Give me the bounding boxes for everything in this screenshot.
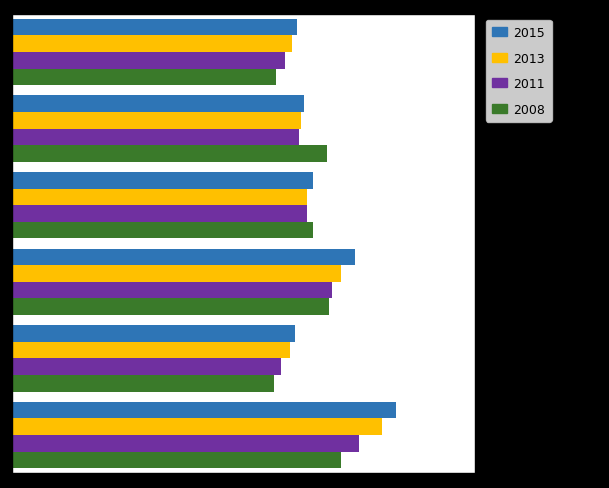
Bar <box>12 20 297 36</box>
Bar <box>12 173 313 189</box>
Bar <box>12 282 331 299</box>
Bar <box>12 206 306 223</box>
Bar <box>12 249 354 265</box>
Bar <box>12 53 285 69</box>
Bar <box>12 129 299 146</box>
Bar <box>12 299 329 315</box>
Bar <box>12 223 313 239</box>
Bar <box>12 419 382 435</box>
Bar <box>12 265 341 282</box>
Bar <box>12 36 292 53</box>
Bar <box>12 325 295 342</box>
Bar <box>12 96 304 113</box>
Bar <box>12 113 301 129</box>
Bar <box>12 375 274 392</box>
Bar <box>12 359 281 375</box>
Bar <box>12 342 290 359</box>
Bar <box>12 69 276 86</box>
Bar <box>12 146 327 163</box>
Bar <box>12 402 396 419</box>
Bar <box>12 452 341 468</box>
Bar <box>12 189 306 206</box>
Bar <box>12 435 359 452</box>
Legend: 2015, 2013, 2011, 2008: 2015, 2013, 2011, 2008 <box>486 21 552 122</box>
